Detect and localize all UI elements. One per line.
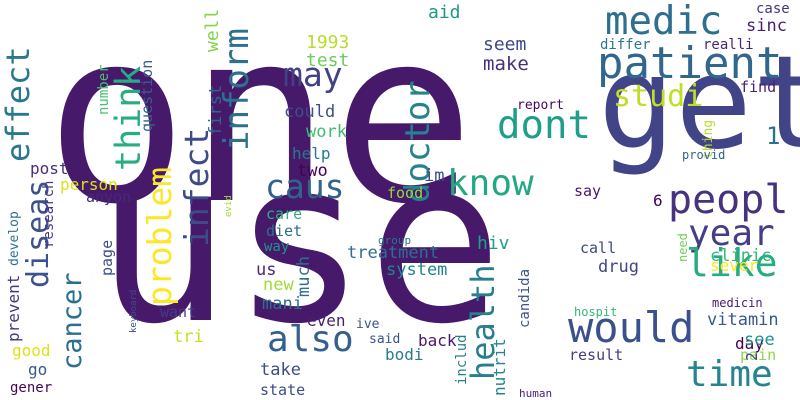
word-patient: patient: [597, 38, 783, 89]
word-help: help: [292, 144, 331, 163]
word-result: result: [569, 346, 624, 364]
word-us: us: [256, 260, 277, 280]
word-system: system: [386, 260, 448, 280]
word-includ: includ: [454, 334, 470, 385]
word-case: case: [756, 1, 790, 17]
word-pain: pain: [740, 346, 777, 364]
word-medic: medic: [605, 0, 723, 44]
word-say: say: [574, 182, 602, 200]
word-infect: infect: [177, 127, 216, 247]
word-1993: 1993: [306, 32, 350, 53]
word-bodi: bodi: [385, 345, 424, 364]
word-way: way: [264, 239, 290, 255]
word-prevent: prevent: [4, 274, 23, 342]
word-person: person: [60, 175, 118, 194]
word-work: work: [306, 122, 347, 142]
word-good: good: [12, 341, 51, 360]
word-question: question: [138, 59, 156, 132]
word-seem: seem: [483, 34, 527, 55]
word-problem: problem: [140, 166, 179, 306]
word-care: care: [266, 205, 303, 223]
word-go: go: [28, 360, 48, 379]
word-vitamin: vitamin: [707, 310, 779, 330]
word-6: 6: [653, 191, 663, 210]
word-well: well: [202, 8, 223, 52]
word-ive: ive: [356, 317, 380, 332]
word-like: like: [686, 241, 778, 285]
word-would: would: [568, 303, 695, 352]
word-get: get: [598, 29, 800, 178]
word-state: state: [260, 381, 306, 399]
word-take: take: [260, 360, 301, 380]
word-back: back: [418, 331, 457, 350]
word-diet: diet: [266, 222, 303, 240]
word-mani: mani: [262, 294, 303, 314]
word-effect: effect: [0, 46, 37, 162]
word-even: even: [307, 311, 346, 330]
word-studi: studi: [613, 79, 704, 114]
word-first: first: [206, 84, 226, 136]
word-report: report: [517, 98, 564, 113]
word-human: human: [519, 387, 553, 400]
word-drug: drug: [598, 257, 639, 277]
word-2: 2: [743, 351, 761, 361]
word-provid: provid: [682, 148, 726, 162]
word-keyboard: keyboard: [129, 289, 139, 333]
word-much: much: [294, 256, 314, 297]
word-see: see: [744, 330, 775, 350]
word-group: group: [378, 234, 412, 247]
word-develop: develop: [7, 211, 22, 266]
word-test: test: [306, 50, 350, 71]
word-clinic: clinic: [710, 246, 772, 266]
word-research: research: [41, 180, 57, 248]
word-may: may: [283, 55, 343, 94]
word-medicin: medicin: [712, 296, 763, 310]
word-dont: dont: [497, 103, 591, 148]
word-treatment: treatment: [347, 243, 440, 263]
word-realli: realli: [703, 37, 754, 53]
word-year: year: [688, 213, 775, 254]
word-page: page: [98, 239, 116, 276]
word-hiv: hiv: [477, 233, 510, 254]
word-sever: sever: [710, 256, 759, 275]
word-cancer: cancer: [57, 272, 88, 370]
word-caus: caus: [265, 167, 345, 206]
word-could: could: [284, 102, 336, 122]
word-two: two: [297, 161, 328, 181]
word-want: want: [160, 303, 197, 321]
word-anyon: anyon: [86, 188, 132, 206]
word-one: one: [45, 0, 475, 257]
word-time: time: [686, 354, 773, 395]
word-new: new: [263, 275, 294, 295]
word-differ: differ: [600, 37, 651, 53]
word-need: need: [676, 233, 690, 262]
word-make: make: [483, 53, 529, 75]
word-evid: evid: [224, 195, 234, 217]
word-use: use: [95, 111, 504, 374]
word-gener: gener: [10, 380, 53, 396]
word-1: 1: [766, 122, 781, 150]
word-aid: aid: [428, 2, 461, 23]
word-candida: candida: [517, 268, 533, 328]
word-know: know: [447, 163, 534, 204]
word-sinc: sinc: [746, 16, 787, 36]
word-peopl: peopl: [668, 177, 789, 223]
word-also: also: [267, 319, 354, 360]
word-find: find: [740, 78, 777, 96]
word-food: food: [387, 184, 424, 202]
word-post: post: [30, 159, 69, 178]
word-day: day: [735, 334, 764, 353]
word-call: call: [580, 239, 617, 257]
word-nutrit: nutrit: [490, 338, 509, 396]
word-said: said: [369, 332, 401, 347]
word-im: im: [424, 166, 445, 186]
word-hospit: hospit: [574, 305, 618, 319]
word-tri: tri: [173, 327, 204, 347]
word-number: number: [96, 64, 112, 115]
